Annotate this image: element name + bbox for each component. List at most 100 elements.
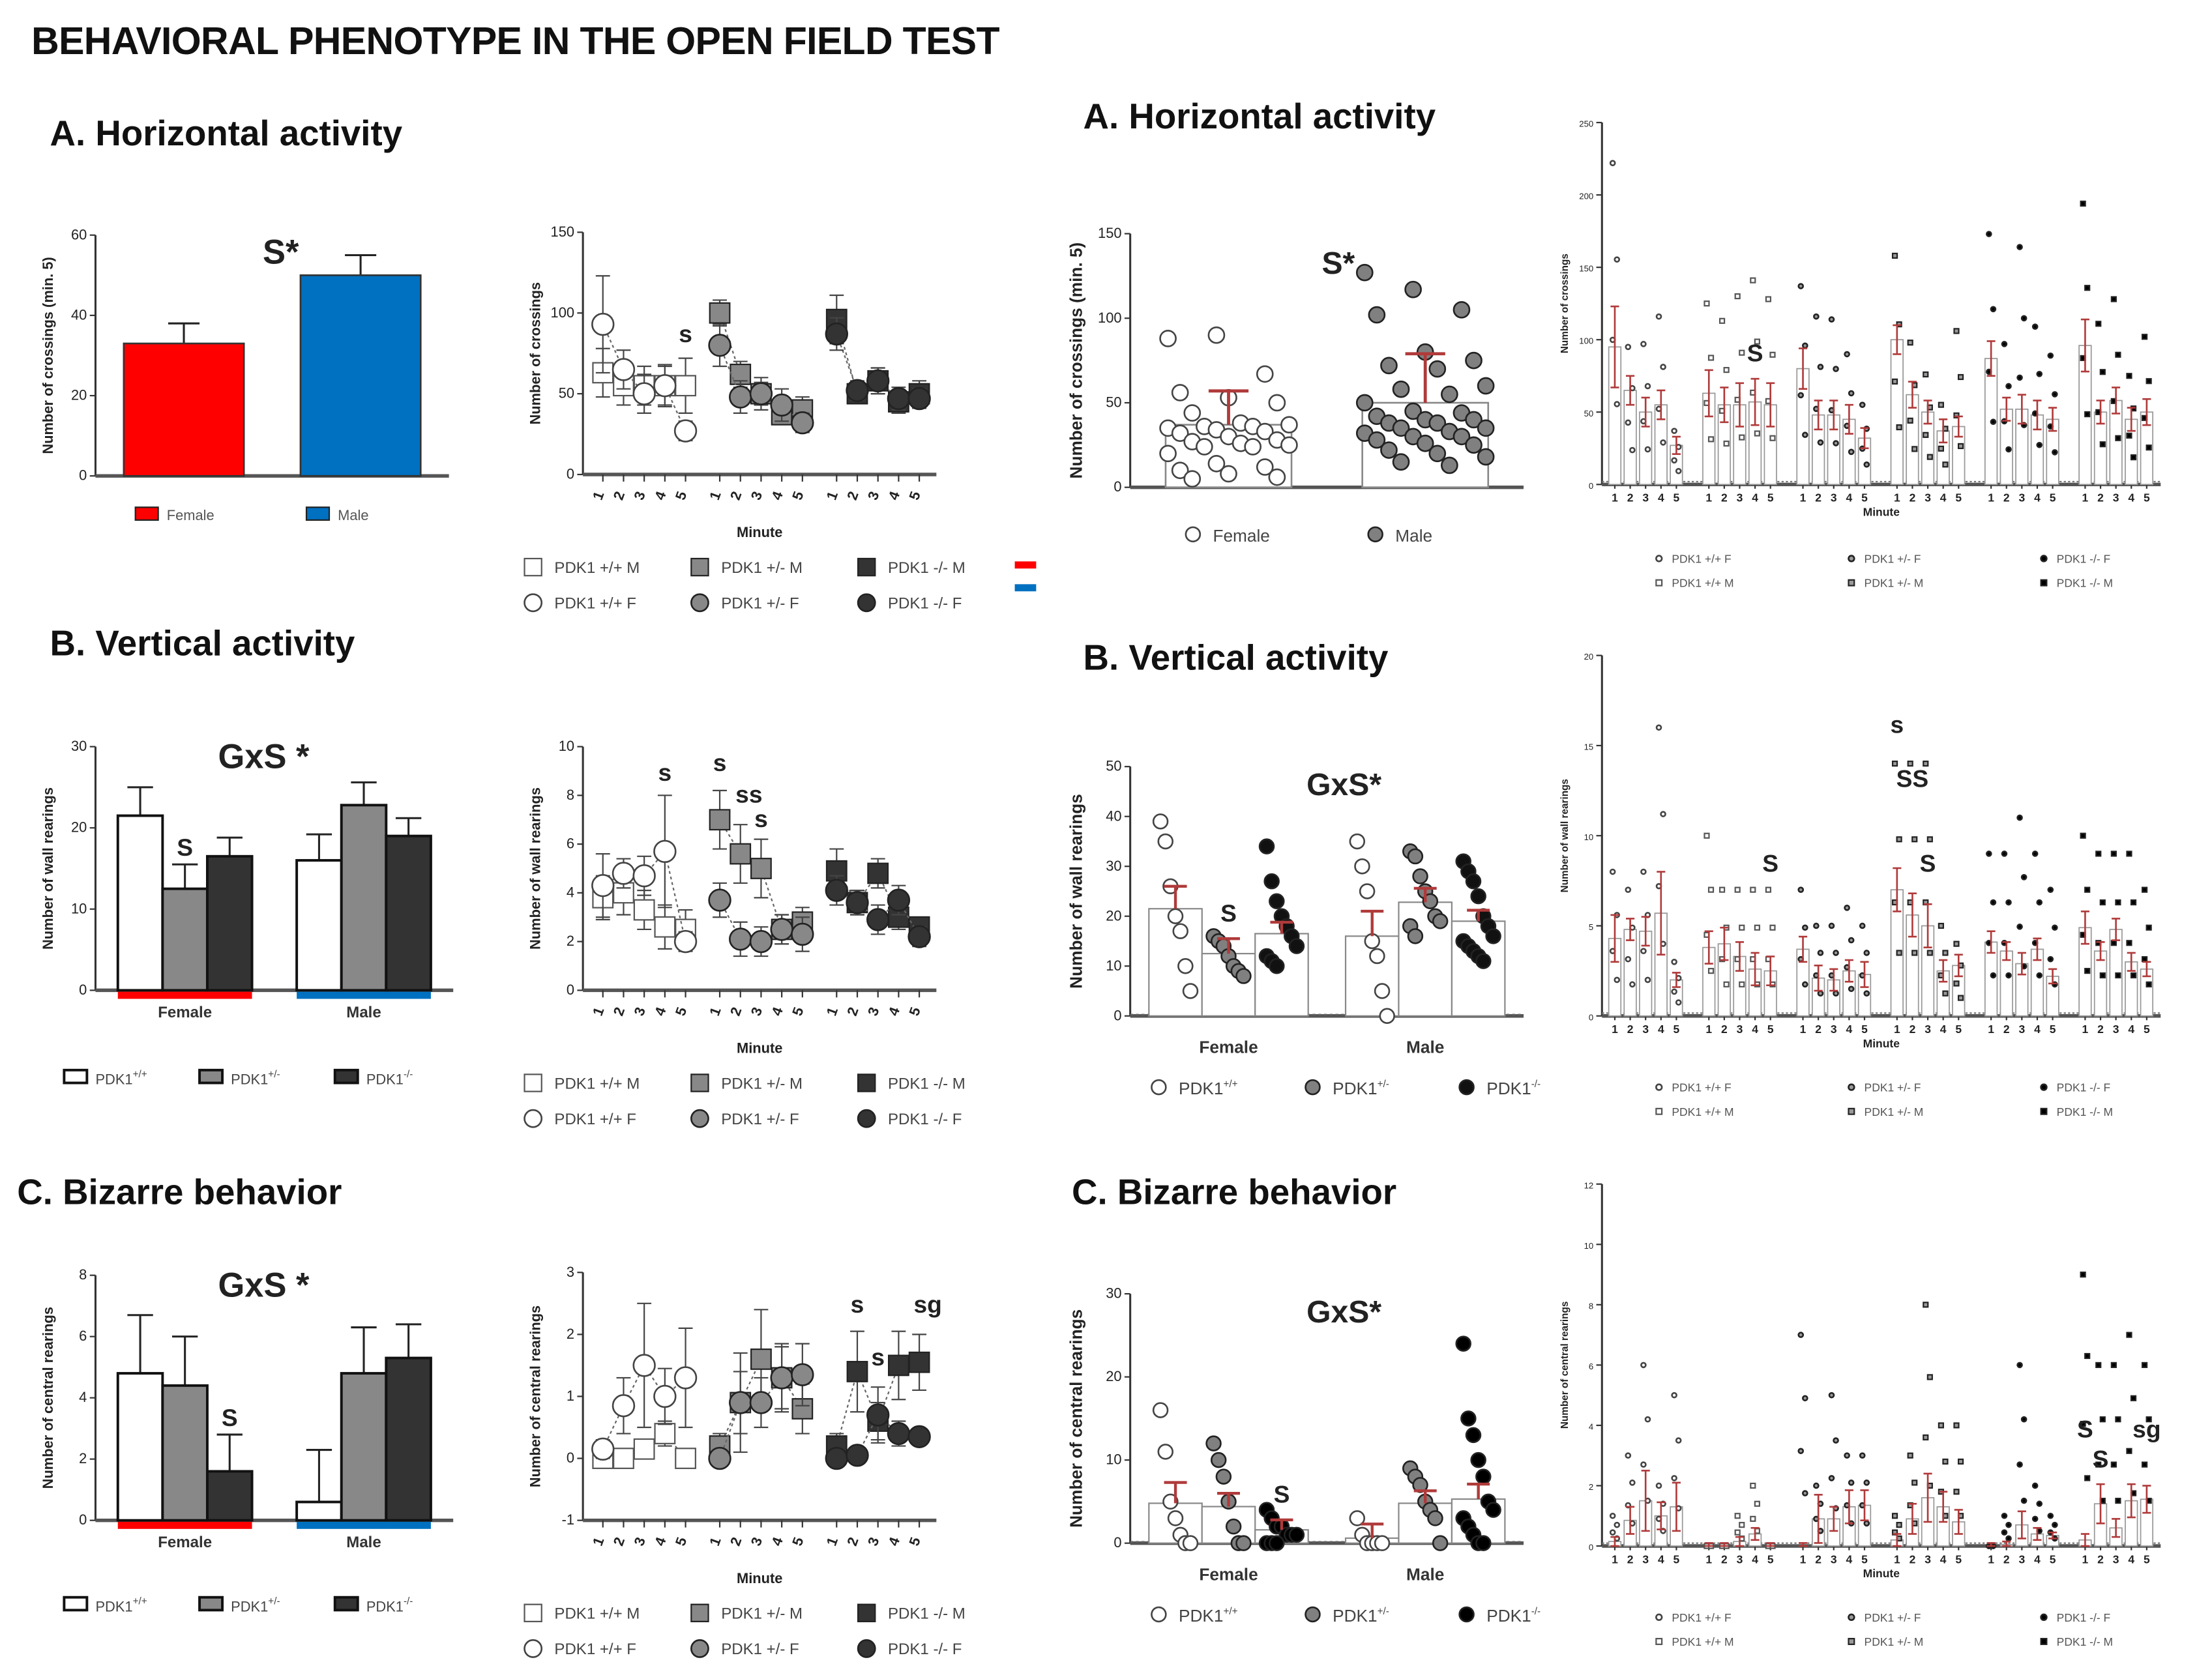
data-point — [1625, 343, 1632, 351]
data-point — [1269, 893, 1285, 910]
data-point — [1671, 988, 1677, 995]
data-point — [1896, 424, 1902, 431]
x-tick-label: 3 — [748, 1005, 766, 1018]
data-point — [1848, 937, 1855, 944]
section-c-left-title: C. Bizarre behavior — [17, 1173, 342, 1213]
x-tick-label: 1 — [1988, 1553, 1994, 1566]
data-point — [1675, 467, 1682, 474]
legend-marker — [857, 1639, 876, 1658]
x-tick-label: 1 — [2082, 491, 2089, 504]
data-point — [2016, 244, 2023, 250]
significance-annotation: S* — [1321, 246, 1355, 281]
legend-label: PDK1 +/+ M — [554, 1075, 640, 1092]
data-point — [791, 411, 814, 435]
y-tick-label: 8 — [79, 1266, 87, 1283]
data-point — [1750, 886, 1756, 893]
significance-annotation: GxS * — [218, 738, 310, 776]
legend-label: PDK1 +/+ F — [1672, 1611, 1731, 1624]
data-point — [2095, 321, 2102, 327]
data-point — [2001, 1529, 2008, 1536]
significance-annotation: sg — [914, 1290, 942, 1318]
data-point — [1269, 958, 1285, 974]
legend-marker — [2040, 1613, 2048, 1622]
data-point — [1625, 886, 1632, 893]
data-point — [2084, 968, 2091, 974]
x-tick-label: 5 — [1767, 491, 1774, 504]
data-point — [1863, 1520, 1870, 1527]
data-point — [1769, 435, 1776, 441]
x-tick-label: 5 — [2144, 491, 2150, 504]
x-tick-label: 3 — [1924, 1023, 1931, 1036]
x-tick-label: 2 — [1627, 491, 1634, 504]
legend-marker — [690, 1073, 709, 1092]
x-tick-label: 5 — [789, 1005, 807, 1018]
y-tick-label: 10 — [1106, 1451, 1121, 1468]
data-point — [1453, 300, 1471, 319]
x-tick-label: 3 — [2113, 1023, 2119, 1036]
y-axis-label: Number of central rearings — [40, 1307, 56, 1489]
data-point — [2095, 1362, 2102, 1368]
x-tick-label: 2 — [1815, 491, 1821, 504]
x-tick-label: 3 — [630, 1005, 649, 1018]
legend-label: PDK1 +/- M — [721, 559, 803, 577]
data-point — [1833, 440, 1839, 446]
data-point — [1256, 422, 1274, 441]
data-point — [1432, 913, 1449, 929]
data-point — [1765, 886, 1772, 893]
legend-marker — [524, 1109, 543, 1128]
data-point — [1754, 1500, 1760, 1507]
data-point — [2110, 940, 2117, 946]
bar — [161, 1384, 209, 1522]
data-point — [2110, 1362, 2117, 1368]
category-label: Female — [1199, 1564, 1258, 1584]
data-point — [2146, 981, 2152, 987]
data-point — [791, 1363, 814, 1386]
x-tick-label: 3 — [1831, 1023, 1837, 1036]
x-tick-label: 4 — [1846, 1023, 1853, 1036]
data-point — [1220, 465, 1237, 483]
legend-label: Female — [167, 507, 214, 523]
data-point — [2141, 1461, 2148, 1468]
legend-marker — [690, 1603, 709, 1622]
x-tick-label: 5 — [789, 1535, 807, 1548]
data-point — [1817, 439, 1824, 446]
data-point — [591, 312, 615, 336]
x-tick-label: 5 — [672, 1535, 690, 1548]
data-point — [2146, 445, 2152, 451]
x-tick-label: 2 — [2003, 491, 2010, 504]
data-point — [1911, 950, 1918, 956]
bar — [123, 342, 245, 477]
legend-marker — [1655, 555, 1663, 562]
x-tick-label: 3 — [1924, 491, 1931, 504]
data-point — [2031, 1482, 2039, 1489]
data-point — [1629, 1480, 1636, 1486]
y-tick-label: 0 — [79, 467, 87, 484]
data-point — [1640, 341, 1647, 347]
data-point — [729, 927, 752, 951]
data-point — [633, 899, 655, 921]
genotype-superscript: -/- — [1531, 1606, 1541, 1617]
x-tick-label: 5 — [1674, 1553, 1680, 1566]
x-tick-label: 4 — [1752, 491, 1758, 504]
y-tick-label: 200 — [1579, 192, 1593, 201]
y-tick-label: 100 — [1579, 336, 1593, 346]
data-point — [2016, 374, 2023, 381]
x-tick-label: 4 — [2034, 491, 2041, 504]
y-axis-label: Number of crossings (min. 5) — [40, 257, 56, 454]
x-tick-label: 5 — [2144, 1553, 2150, 1566]
legend-label: PDK1+/- — [1333, 1606, 1389, 1626]
y-tick-label: 50 — [1106, 758, 1121, 774]
x-tick-label: 1 — [1612, 1553, 1618, 1566]
data-point — [1750, 1482, 1756, 1489]
y-tick-label: 150 — [551, 224, 574, 240]
significance-annotation: s — [713, 749, 727, 776]
data-point — [2115, 972, 2121, 979]
data-point — [2005, 1535, 2012, 1542]
legend-marker — [857, 1109, 876, 1128]
x-tick-label: 2 — [844, 1535, 862, 1548]
data-point — [1797, 392, 1805, 399]
data-point — [2052, 391, 2058, 398]
data-point — [1355, 263, 1374, 282]
x-tick-label: 5 — [906, 1005, 924, 1018]
